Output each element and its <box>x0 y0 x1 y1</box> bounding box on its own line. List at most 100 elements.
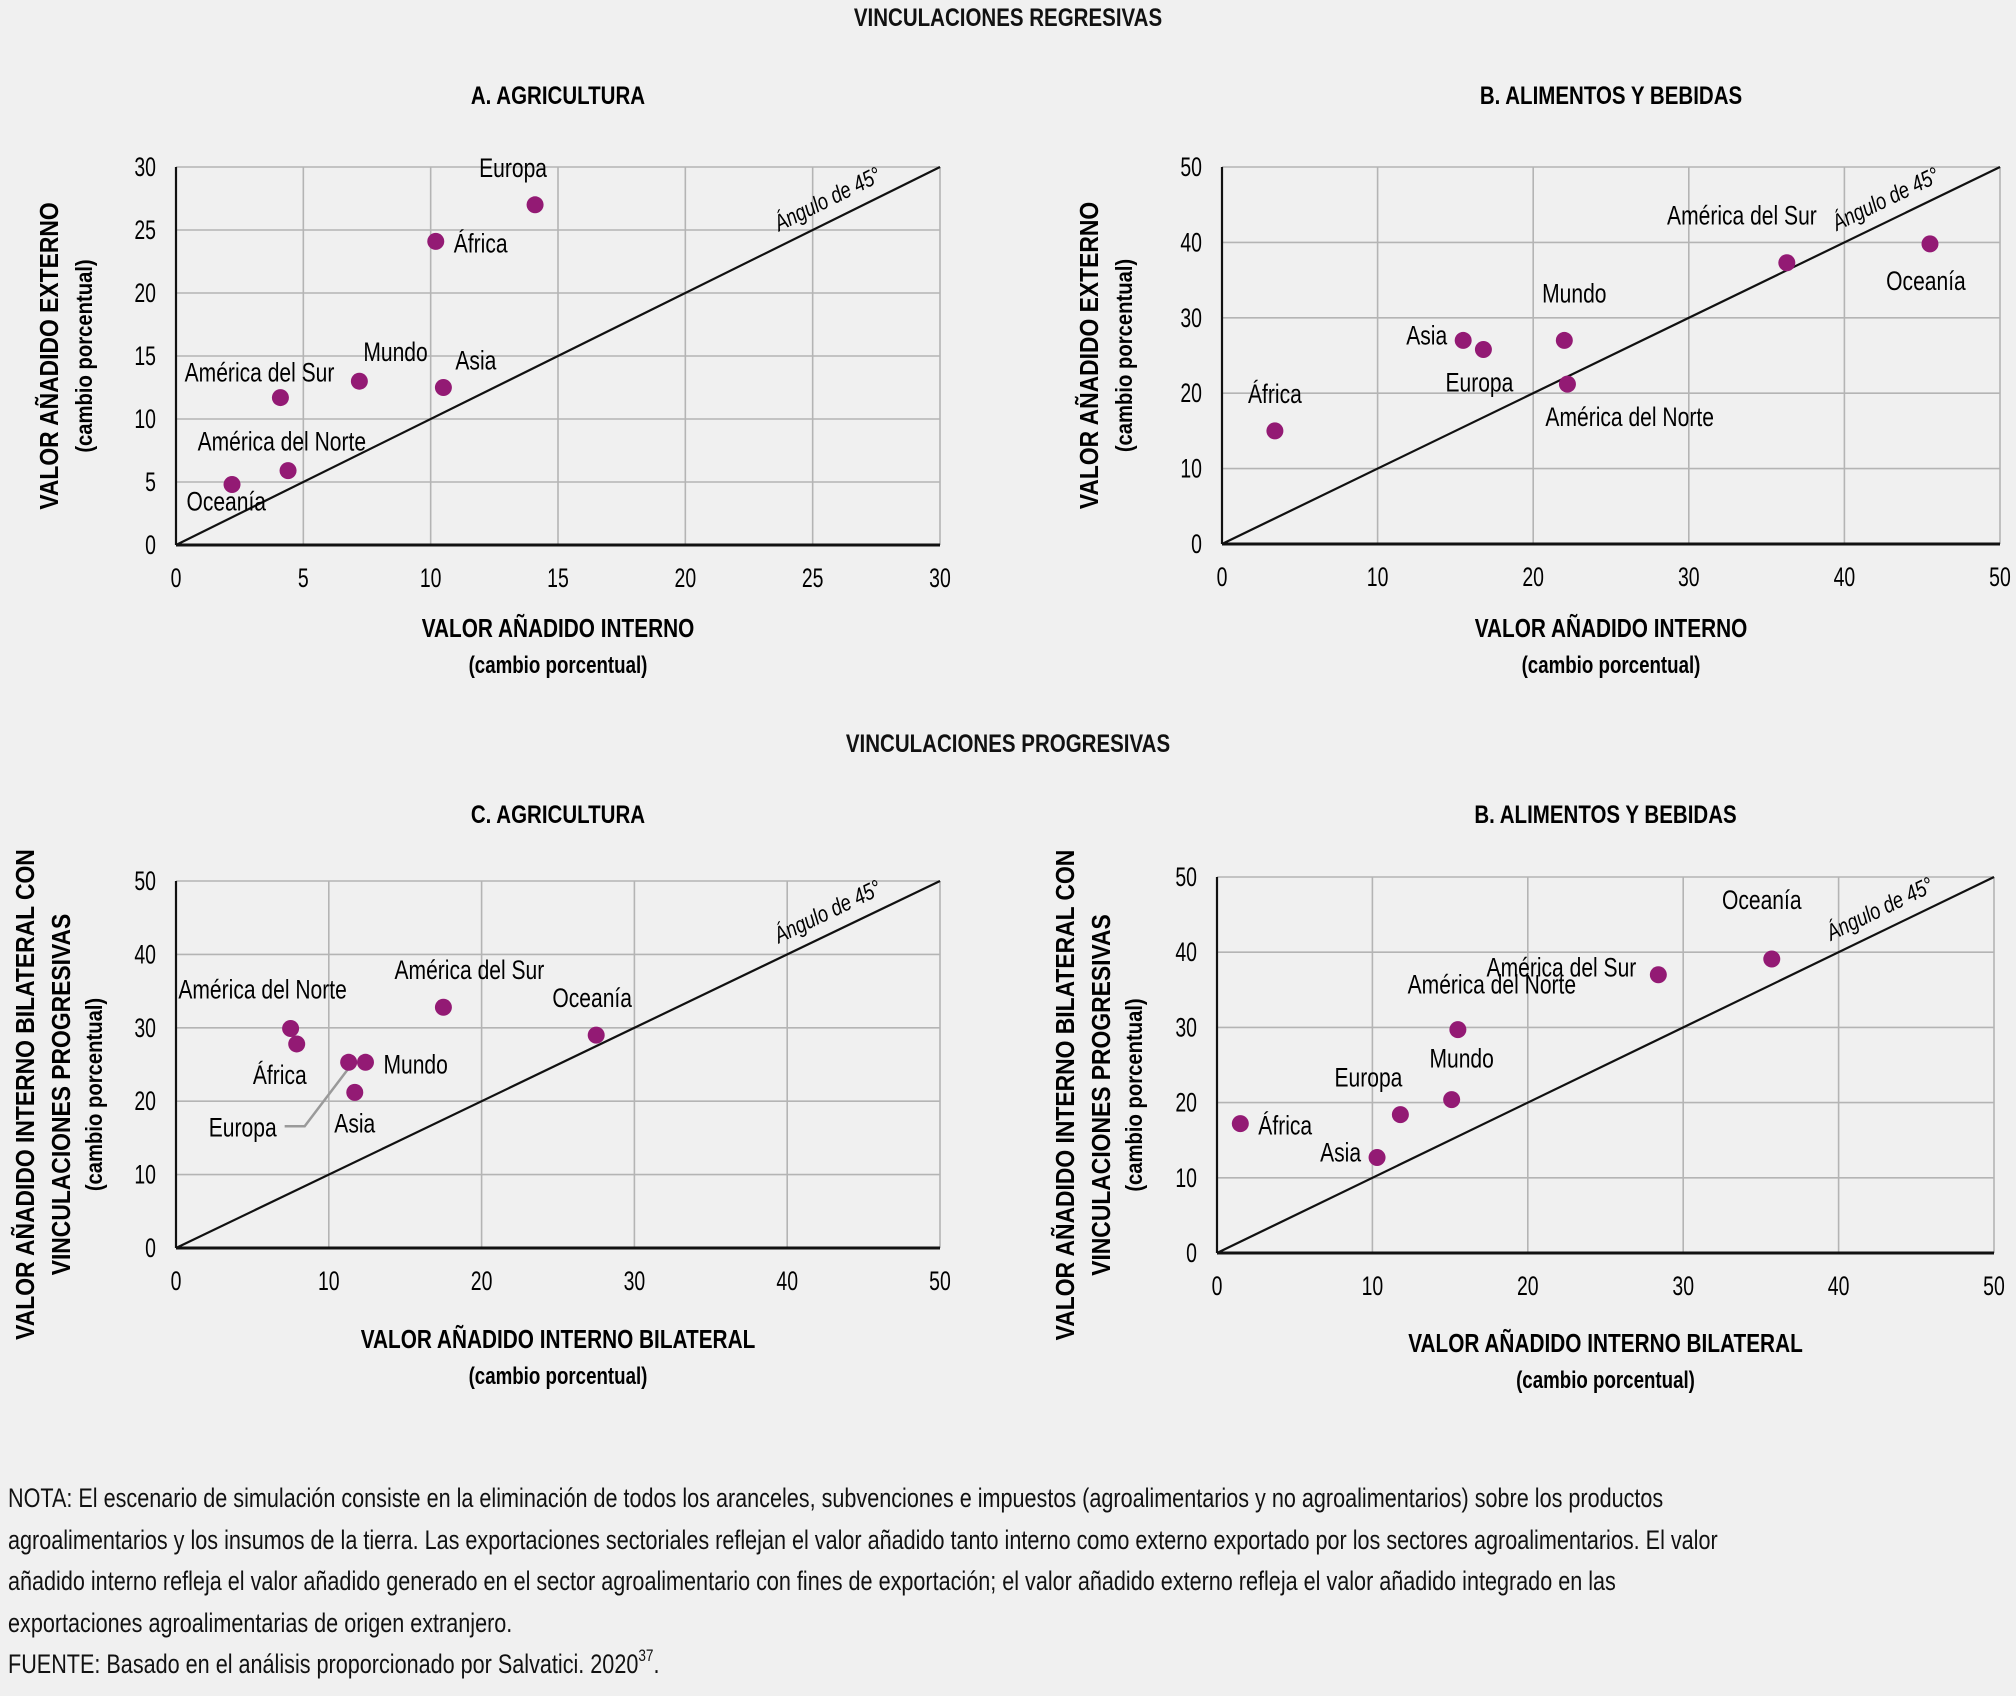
chart-title: C. AGRICULTURA <box>471 800 645 828</box>
y-tick-label: 10 <box>134 1159 156 1189</box>
data-point[interactable] <box>427 232 445 250</box>
point-label: Europa <box>479 153 547 183</box>
y-axis-title-line2: VINCULACIONES PROGRESIVAS <box>48 914 77 1276</box>
reference-line-45 <box>1221 166 2001 545</box>
point-label: África <box>454 229 508 259</box>
y-tick-label: 15 <box>134 341 156 371</box>
y-axis-title-group: VALOR AÑADIDO INTERNO BILATERAL CON VINCU… <box>11 849 108 1340</box>
x-tick-label: 0 <box>1212 1271 1223 1301</box>
data-point[interactable] <box>1555 331 1573 349</box>
x-axis-title: VALOR AÑADIDO INTERNO BILATERAL <box>361 1324 756 1354</box>
data-point[interactable] <box>350 372 368 390</box>
data-point[interactable] <box>1231 1115 1249 1133</box>
x-tick-label: 30 <box>929 563 951 593</box>
reference-line-45 <box>175 166 941 546</box>
point-label: África <box>1258 1111 1312 1141</box>
x-tick-label: 50 <box>1989 562 2011 592</box>
x-tick-label: 20 <box>1517 1271 1539 1301</box>
data-point[interactable] <box>1649 966 1667 984</box>
y-tick-label: 30 <box>1175 1012 1197 1042</box>
data-point[interactable] <box>1266 422 1284 440</box>
x-tick-label: 40 <box>1828 1271 1850 1301</box>
point-label: América del Sur <box>1667 201 1817 231</box>
x-tick-label: 20 <box>471 1266 493 1296</box>
x-tick-label: 15 <box>547 563 569 593</box>
data-point[interactable] <box>1558 375 1576 393</box>
chart-title: B. ALIMENTOS Y BEBIDAS <box>1480 81 1742 109</box>
data-point[interactable] <box>1443 1091 1461 1109</box>
note-line: agroalimentarios y los insumos de la tie… <box>8 1524 1718 1555</box>
data-point[interactable] <box>1763 950 1781 968</box>
y-axis-subtitle: (cambio porcentual) <box>81 998 108 1191</box>
x-tick-label: 40 <box>776 1266 798 1296</box>
data-point[interactable] <box>1778 254 1796 272</box>
data-point[interactable] <box>1449 1021 1467 1039</box>
y-tick-label: 50 <box>1175 862 1197 892</box>
x-tick-label: 20 <box>675 563 697 593</box>
data-point[interactable] <box>223 476 241 494</box>
point-label: América del Norte <box>1408 970 1576 1000</box>
y-tick-label: 40 <box>134 939 156 969</box>
point-label: Europa <box>209 1113 277 1143</box>
data-point[interactable] <box>271 389 289 407</box>
x-axis-title: VALOR AÑADIDO INTERNO <box>1475 613 1748 643</box>
reference-line-45 <box>1216 876 1995 1254</box>
x-tick-label: 30 <box>624 1266 646 1296</box>
point-label: Asia <box>334 1109 375 1139</box>
data-point[interactable] <box>1474 340 1492 358</box>
point-label: Asia <box>1406 321 1447 351</box>
point-label: Mundo <box>383 1050 447 1080</box>
y-axis-title: VALOR AÑADIDO EXTERNO <box>35 202 65 509</box>
x-axis-subtitle: (cambio porcentual) <box>1522 652 1701 679</box>
data-point[interactable] <box>340 1053 358 1071</box>
y-tick-label: 0 <box>145 1233 156 1263</box>
y-axis-title-group: VALOR AÑADIDO EXTERNO (cambio porcentual) <box>1075 202 1138 509</box>
x-tick-label: 10 <box>1362 1271 1384 1301</box>
y-axis-title-line2: VINCULACIONES PROGRESIVAS <box>1088 914 1117 1276</box>
y-tick-label: 10 <box>1175 1163 1197 1193</box>
y-tick-label: 30 <box>134 152 156 182</box>
note-line: exportaciones agroalimentarias de origen… <box>8 1607 513 1638</box>
note-line: NOTA: El escenario de simulación consist… <box>8 1483 1664 1513</box>
x-tick-label: 20 <box>1522 562 1544 592</box>
y-tick-label: 0 <box>145 530 156 560</box>
y-tick-label: 20 <box>1175 1087 1197 1117</box>
data-point[interactable] <box>279 462 297 480</box>
y-tick-label: 10 <box>134 404 156 434</box>
data-point[interactable] <box>1368 1148 1386 1166</box>
x-tick-label: 10 <box>1367 562 1389 592</box>
data-point[interactable] <box>282 1020 300 1038</box>
x-tick-label: 50 <box>1983 1271 2005 1301</box>
point-label: América del Sur <box>1487 953 1637 983</box>
note-line: añadido interno refleja el valor añadido… <box>8 1566 1616 1596</box>
data-point[interactable] <box>434 379 452 396</box>
data-point[interactable] <box>1454 331 1472 349</box>
data-point[interactable] <box>356 1053 374 1071</box>
y-tick-label: 10 <box>1180 453 1202 483</box>
data-point[interactable] <box>587 1026 605 1044</box>
note-block: NOTA: El escenario de simulación consist… <box>8 1478 1968 1686</box>
point-label: América del Norte <box>178 975 346 1005</box>
point-label: Oceanía <box>552 984 632 1014</box>
data-point[interactable] <box>346 1083 364 1101</box>
chart-title: A. AGRICULTURA <box>471 81 645 109</box>
y-tick-label: 5 <box>145 467 156 497</box>
y-tick-label: 20 <box>134 278 156 308</box>
x-axis-subtitle: (cambio porcentual) <box>1516 1367 1695 1394</box>
y-tick-label: 25 <box>134 215 156 245</box>
y-axis-title: VALOR AÑADIDO EXTERNO <box>1075 202 1105 509</box>
x-axis-title: VALOR AÑADIDO INTERNO BILATERAL <box>1408 1328 1803 1358</box>
y-tick-label: 20 <box>134 1086 156 1116</box>
point-label: Europa <box>1334 1063 1402 1093</box>
data-point[interactable] <box>1391 1106 1409 1124</box>
label-leader-line <box>284 1067 350 1128</box>
data-point[interactable] <box>288 1035 306 1053</box>
x-tick-label: 50 <box>929 1266 951 1296</box>
data-point[interactable] <box>526 196 544 214</box>
data-point[interactable] <box>1921 235 1939 253</box>
y-tick-label: 50 <box>134 866 156 896</box>
data-point[interactable] <box>434 998 452 1016</box>
x-tick-label: 0 <box>1217 562 1228 592</box>
point-label: Oceanía <box>1722 886 1802 916</box>
y-tick-label: 30 <box>134 1013 156 1043</box>
